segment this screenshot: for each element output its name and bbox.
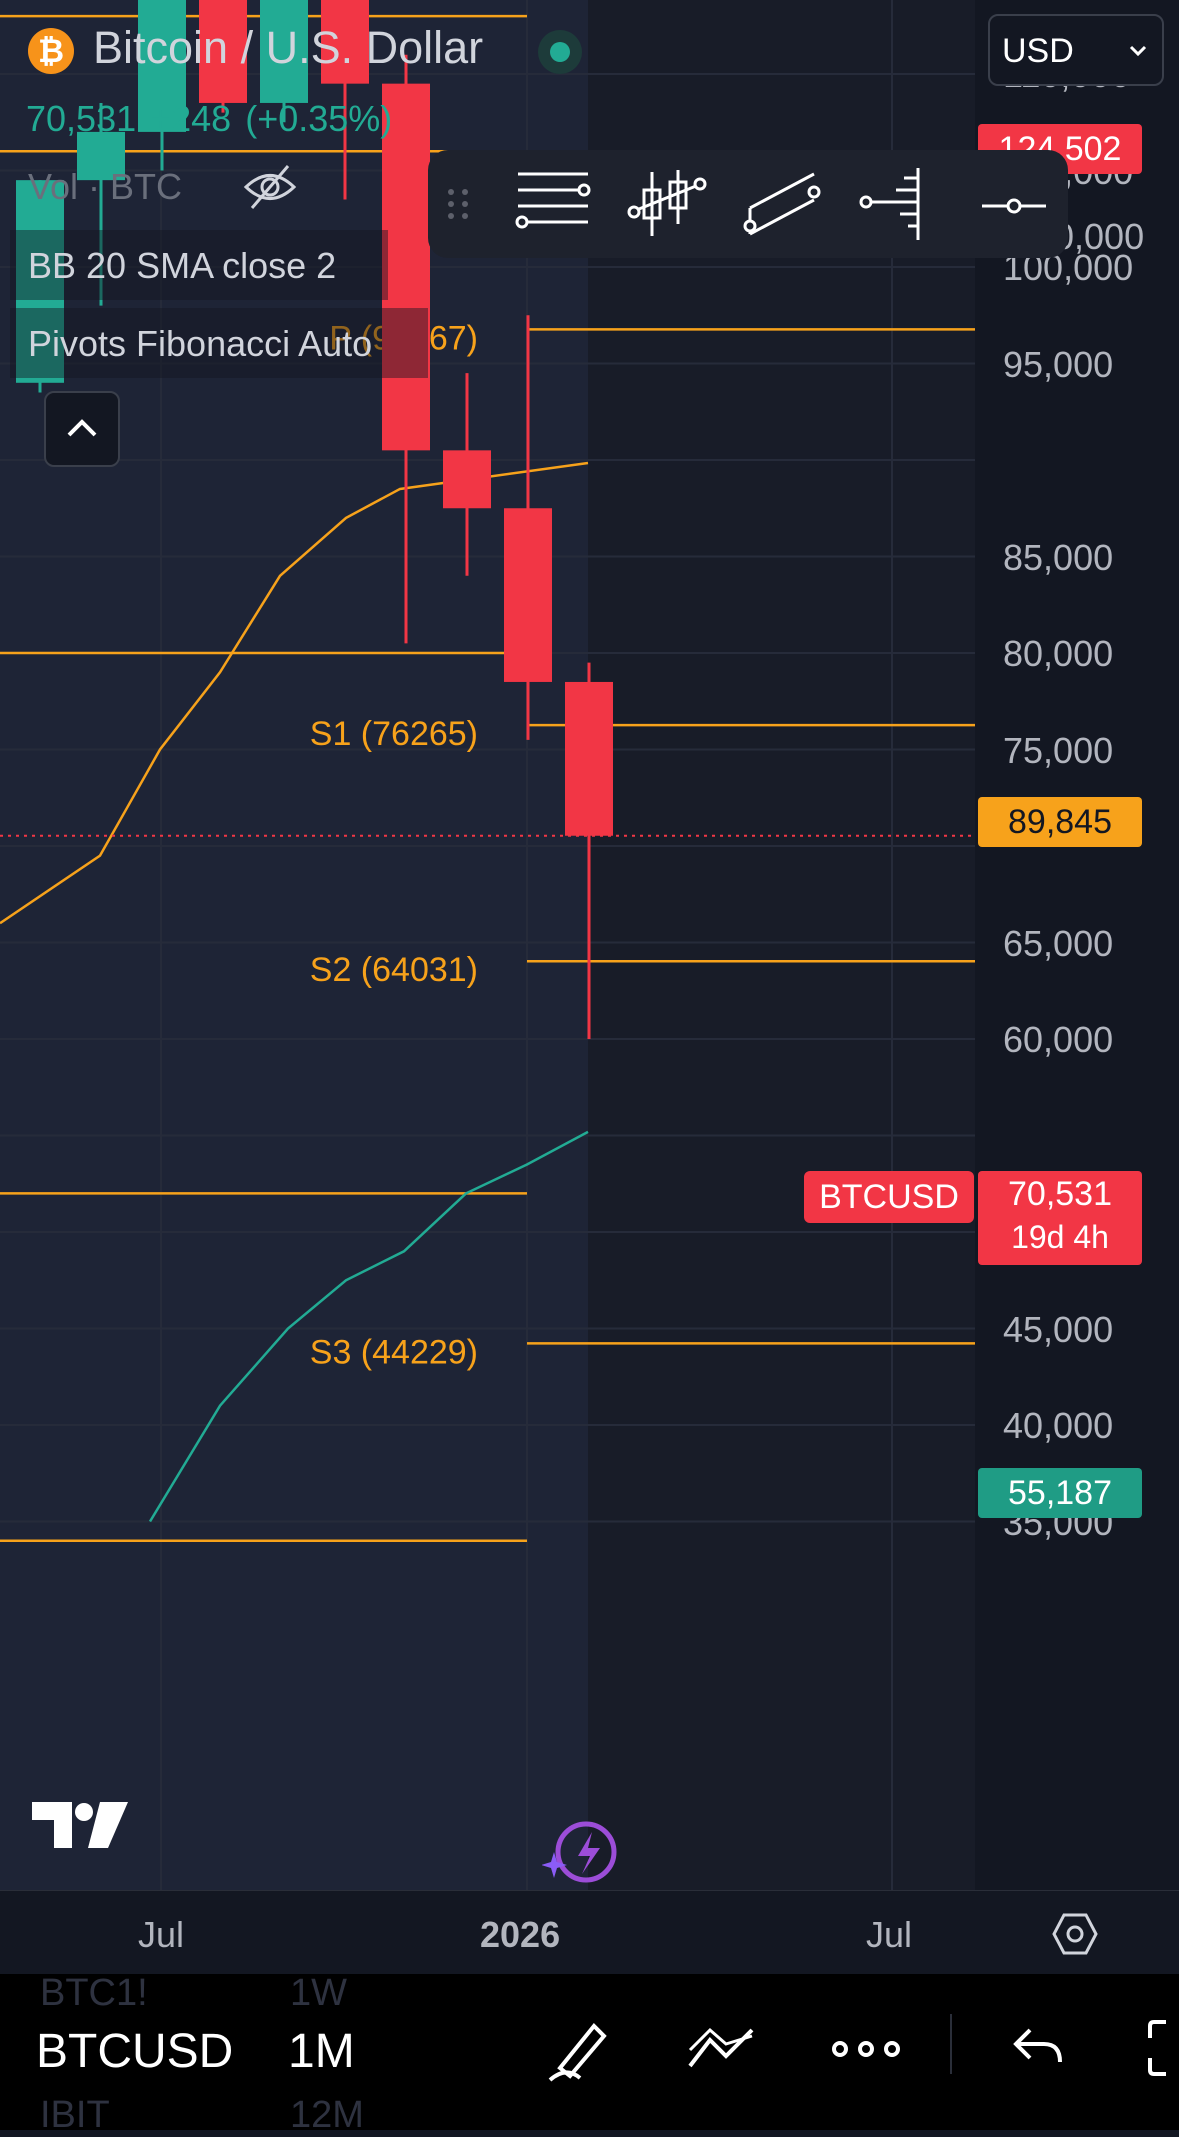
bottom-toolbar: BTC1! 1W IBIT 12M BTCUSD 1M — [0, 1972, 1179, 2136]
x-tick-label: 2026 — [480, 1914, 561, 1955]
candle-body — [321, 0, 369, 84]
tradingview-logo — [32, 1802, 128, 1848]
symbol-picker[interactable]: BTCUSD — [36, 2025, 234, 2078]
currency-label: USD — [1002, 32, 1074, 70]
candlestick-icon[interactable] — [624, 164, 708, 244]
assistant-spark-icon[interactable] — [542, 1820, 622, 1886]
chevron-up-icon — [67, 419, 97, 437]
candle-body — [565, 681, 613, 836]
y-tick-label: 80,000 — [1003, 633, 1114, 674]
toolbar-divider — [950, 2014, 952, 2074]
bb-lower-line — [148, 1130, 589, 1523]
y-tick-label: 45,000 — [1003, 1308, 1114, 1350]
horizontal-lines-icon[interactable] — [512, 164, 596, 244]
symbol-title[interactable]: Bitcoin / U.S. Dollar — [93, 22, 484, 73]
time-axis[interactable]: Jul 2026 Jul — [0, 1890, 1179, 1975]
volume-indicator[interactable]: Vol · BTC — [28, 166, 183, 207]
x-tick-label: Jul — [138, 1914, 185, 1955]
chart-pane-shade — [0, 0, 588, 1890]
interval-picker[interactable]: 1M — [288, 2025, 355, 2078]
y-tick-label: 95,000 — [1003, 343, 1114, 385]
x-tick-label: Jul — [866, 1914, 913, 1955]
undo-icon[interactable] — [1010, 2022, 1066, 2072]
pivots-indicator[interactable]: Pivots Fibonacci Auto — [28, 323, 373, 364]
draw-pen-icon[interactable] — [546, 2016, 610, 2086]
fullscreen-icon[interactable] — [1146, 2018, 1179, 2078]
ghost-symbol-above: BTC1! — [40, 1972, 148, 2014]
bollinger-indicator[interactable]: BB 20 SMA close 2 — [28, 245, 337, 286]
candle-body — [443, 450, 491, 509]
pivot-label: S3 (44229) — [310, 1333, 478, 1371]
candle-body — [138, 0, 186, 132]
collapse-legend-button[interactable] — [44, 391, 120, 467]
ghost-interval-above: 1W — [290, 1972, 347, 2014]
chart-plot: R2 (128103)R1 (115869)P (96767)S1 (76265… — [0, 0, 975, 1890]
y-tick-label: 65,000 — [1003, 922, 1114, 964]
chevron-down-icon — [1129, 45, 1147, 57]
horizontal-ray-icon[interactable] — [972, 164, 1056, 244]
market-status-icon[interactable] — [538, 30, 582, 74]
y-tick-label: 60,000 — [1003, 1019, 1114, 1060]
bb-middle-line — [0, 461, 589, 925]
candle-body — [382, 83, 430, 451]
bitcoin-logo-icon: ₿ — [28, 28, 74, 74]
candle-body — [260, 0, 308, 103]
y-tick-label-partial: 0,000 — [1054, 216, 1145, 257]
candle-body — [199, 0, 247, 103]
parallel-channel-icon[interactable] — [740, 164, 824, 244]
y-tick-label: 40,000 — [1003, 1405, 1114, 1446]
y-tick-label: 75,000 — [1003, 729, 1114, 771]
trend-line-tool-icon[interactable] — [686, 2022, 758, 2078]
price-change-percent: (+0.35%) — [245, 98, 393, 139]
price-change: +248 — [150, 98, 232, 139]
last-price-tag: 70,531 19d 4h — [978, 1171, 1142, 1265]
future-area — [588, 0, 975, 1890]
candle-body — [504, 508, 552, 682]
last-price-tag-value: 70,531 — [1008, 1175, 1112, 1213]
bar-countdown: 19d 4h — [1011, 1219, 1109, 1255]
ghost-symbol-below: IBIT — [40, 2094, 110, 2136]
bb-lower-price-tag: 55,187 — [978, 1468, 1142, 1518]
candle-body — [16, 180, 64, 383]
pivot-label: S2 (64031) — [310, 951, 478, 989]
drawing-toolbar — [428, 150, 1068, 258]
drag-handle-icon[interactable] — [438, 164, 478, 244]
y-tick-label: 85,000 — [1003, 536, 1114, 578]
bb-middle-price-tag: 89,845 — [978, 797, 1142, 847]
chart-settings-icon[interactable] — [1052, 1911, 1098, 1957]
ghost-interval-below: 12M — [290, 2094, 364, 2136]
last-price: 70,531 — [26, 98, 137, 139]
price-summary: 70,531 +248 (+0.35%) — [26, 98, 406, 140]
price-axis[interactable] — [975, 0, 1179, 1890]
pivot-label: S1 (76265) — [310, 715, 478, 753]
volume-profile-icon[interactable] — [856, 164, 940, 244]
symbol-price-label: BTCUSD — [804, 1171, 974, 1223]
hidden-eye-icon[interactable] — [242, 162, 298, 212]
currency-select[interactable]: USD — [988, 14, 1164, 86]
candle-body — [77, 131, 125, 181]
more-options-icon[interactable] — [830, 2034, 902, 2064]
